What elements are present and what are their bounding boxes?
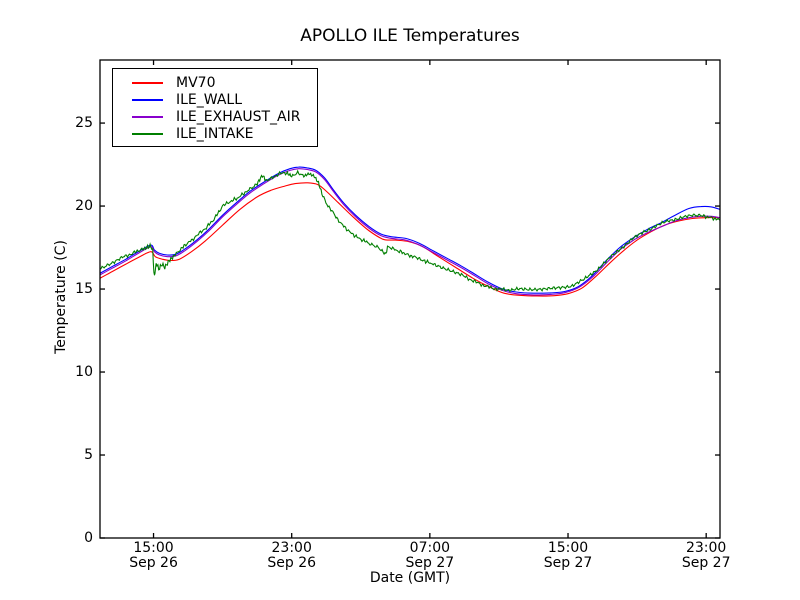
legend-line-swatch <box>132 81 163 84</box>
legend-line-swatch <box>132 98 163 101</box>
legend-label: ILE_INTAKE <box>176 125 254 142</box>
x-tick-label: 15:00 Sep 26 <box>109 541 199 571</box>
x-tick-label: 15:00 Sep 27 <box>523 541 613 571</box>
legend-label: ILE_EXHAUST_AIR <box>176 108 301 125</box>
x-tick-time: 15:00 <box>547 540 589 556</box>
x-tick-date: Sep 27 <box>405 555 455 571</box>
series-line-ile_intake <box>100 169 720 293</box>
series-line-ile_exhaust_air <box>100 168 720 296</box>
legend-entry: ILE_WALL <box>113 91 317 108</box>
legend-entry: ILE_INTAKE <box>113 125 317 142</box>
x-tick-date: Sep 27 <box>681 555 731 571</box>
legend-entry: MV70 <box>113 74 317 91</box>
chart-title: APOLLO ILE Temperatures <box>300 26 520 46</box>
y-tick-label: 0 <box>84 530 93 546</box>
legend-label: MV70 <box>176 74 216 91</box>
x-axis-label: Date (GMT) <box>369 570 451 586</box>
x-tick-label: 23:00 Sep 27 <box>661 541 751 571</box>
y-tick-label: 5 <box>84 447 93 463</box>
x-tick-date: Sep 27 <box>543 555 593 571</box>
legend-line-swatch <box>132 115 163 118</box>
legend-entry: ILE_EXHAUST_AIR <box>113 108 317 125</box>
series-line-mv70 <box>100 182 720 297</box>
axes-frame <box>99 59 721 539</box>
y-tick-label: 10 <box>75 364 93 381</box>
x-tick-date: Sep 26 <box>267 555 317 571</box>
x-tick-time: 23:00 <box>271 540 312 556</box>
x-tick-label: 23:00 Sep 26 <box>247 541 337 571</box>
x-tick-date: Sep 26 <box>129 555 178 571</box>
x-tick-time: 23:00 <box>685 540 727 556</box>
y-tick-label: 25 <box>75 115 93 132</box>
x-tick-time: 15:00 <box>133 540 174 556</box>
legend-label: ILE_WALL <box>176 91 243 108</box>
y-tick-label: 15 <box>75 281 93 298</box>
legend-line-swatch <box>132 132 163 135</box>
x-tick-time: 07:00 <box>409 540 451 556</box>
legend: MV70 ILE_WALL ILE_EXHAUST_AIR ILE_INTAKE <box>112 68 318 147</box>
x-tick-label: 07:00 Sep 27 <box>385 541 475 571</box>
y-tick-label: 20 <box>75 198 93 215</box>
series-line-ile_wall <box>100 166 720 294</box>
